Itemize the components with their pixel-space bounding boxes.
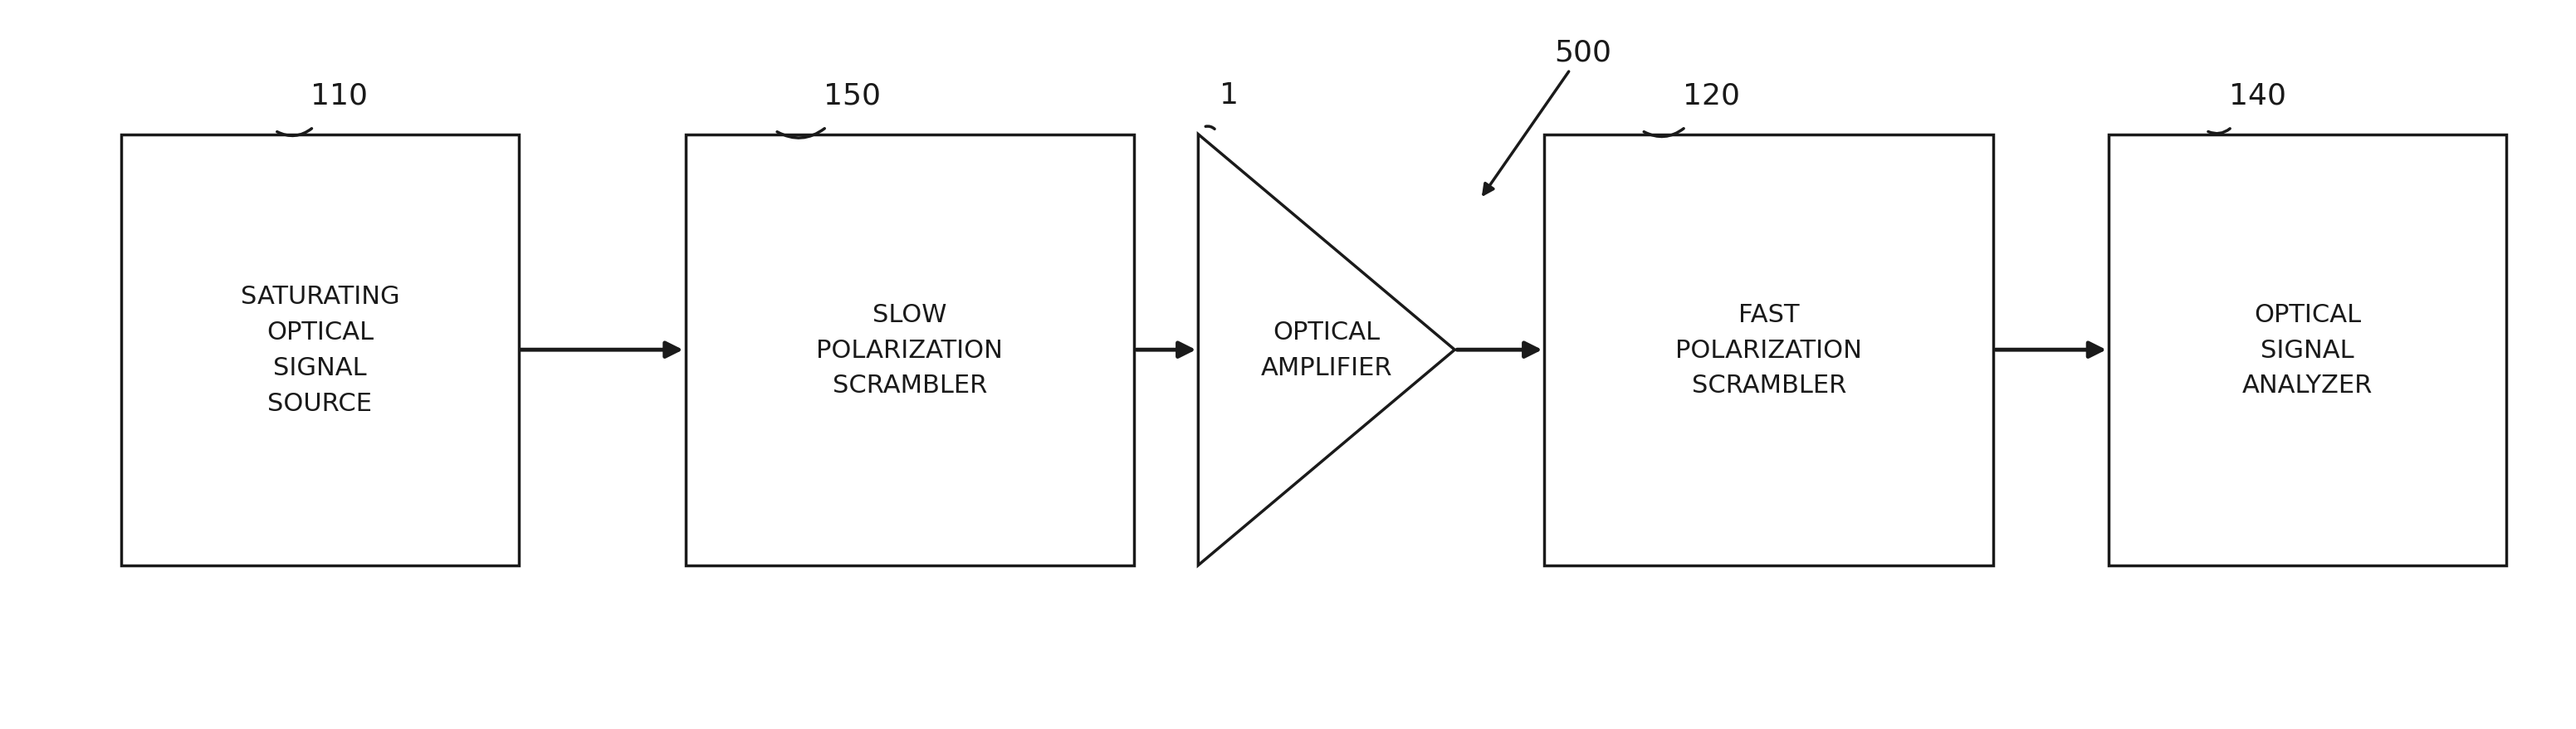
Polygon shape: [1198, 135, 1455, 566]
Text: 140: 140: [2228, 82, 2285, 109]
Text: 120: 120: [1682, 82, 1739, 109]
Bar: [2110, 135, 2506, 566]
Text: 150: 150: [824, 82, 881, 109]
Bar: [685, 135, 1133, 566]
Bar: [1546, 135, 1994, 566]
Text: SATURATING
OPTICAL
SIGNAL
SOURCE: SATURATING OPTICAL SIGNAL SOURCE: [240, 285, 399, 416]
Bar: [121, 135, 518, 566]
Text: 1: 1: [1218, 82, 1239, 109]
Text: OPTICAL
SIGNAL
ANALYZER: OPTICAL SIGNAL ANALYZER: [2241, 303, 2372, 398]
Text: SLOW
POLARIZATION
SCRAMBLER: SLOW POLARIZATION SCRAMBLER: [817, 303, 1002, 398]
Text: OPTICAL
AMPLIFIER: OPTICAL AMPLIFIER: [1260, 320, 1391, 380]
Text: 110: 110: [312, 82, 368, 109]
Text: FAST
POLARIZATION
SCRAMBLER: FAST POLARIZATION SCRAMBLER: [1674, 303, 1862, 398]
Text: 500: 500: [1553, 39, 1613, 66]
